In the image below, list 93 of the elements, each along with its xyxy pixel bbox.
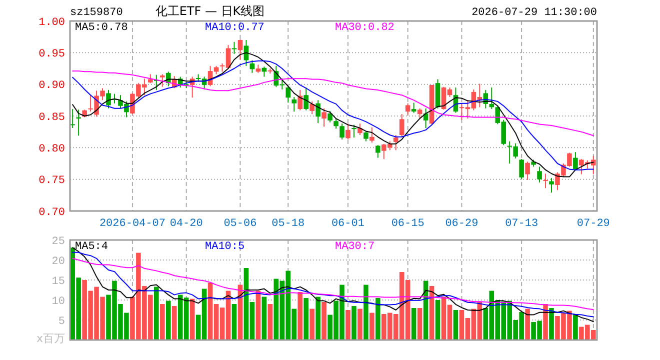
candlestick — [292, 96, 296, 112]
candlestick — [405, 102, 410, 116]
candlestick — [244, 40, 249, 66]
candlestick — [399, 114, 404, 138]
bar — [417, 308, 422, 340]
candlestick — [537, 166, 542, 183]
x-tick-label: 2026-04-07 — [99, 218, 166, 230]
bar — [310, 308, 314, 340]
bar — [190, 298, 195, 340]
text: MA5:0.78 — [75, 22, 128, 34]
candlestick — [106, 90, 111, 109]
y-tick-label: 25 — [52, 236, 65, 248]
bar — [352, 306, 356, 340]
x-tick-label: 06-29 — [445, 218, 478, 230]
x-tick-label: 06-15 — [391, 218, 424, 230]
candlestick — [298, 90, 302, 111]
bar — [160, 304, 165, 340]
x-tick-label: 06-01 — [331, 218, 365, 230]
bar — [304, 298, 308, 340]
text: MA10:5 — [205, 241, 245, 253]
bar — [358, 308, 362, 340]
bar — [262, 296, 267, 340]
x-tick-label: 05-06 — [224, 218, 257, 230]
candlestick — [340, 123, 344, 140]
bar — [573, 314, 578, 340]
y-tick-label: 0.90 — [38, 80, 65, 92]
candlestick — [322, 108, 326, 128]
bar — [268, 304, 273, 340]
candlestick — [411, 102, 416, 114]
series-label: MA5:4 — [75, 241, 108, 253]
text: MA30:0.82 — [335, 22, 394, 34]
candlestick — [316, 100, 320, 124]
bar — [364, 284, 368, 340]
bar — [166, 300, 171, 340]
y-tick-label: 0.70 — [38, 206, 65, 219]
candlestick — [286, 86, 290, 104]
bar — [411, 308, 416, 340]
text: 2026-07-29 11:30:00 — [472, 7, 597, 19]
candlestick — [232, 41, 237, 54]
line-series — [72, 70, 594, 136]
x-tick-label: 07-13 — [505, 218, 538, 230]
bar — [172, 306, 177, 340]
candlestick — [364, 131, 368, 142]
x-tick-label: 04-20 — [170, 218, 203, 230]
candlestick — [543, 173, 548, 189]
chart-title: 化工ETF — 日K线图 — [155, 4, 265, 18]
candlestick — [346, 123, 350, 140]
chart-subtitle: sz159870 — [70, 7, 123, 19]
text: MA30:7 — [335, 241, 375, 253]
y-tick-label: 20 — [52, 256, 65, 268]
candlestick — [334, 118, 338, 130]
bar — [453, 310, 458, 340]
candlestick — [525, 161, 530, 180]
y-tick-label: 0.85 — [38, 112, 65, 124]
bar — [525, 308, 530, 340]
candlestick — [573, 152, 578, 171]
y-tick-label: 1.00 — [38, 16, 65, 29]
bar — [298, 292, 302, 340]
candlestick — [376, 144, 380, 158]
y-tick-label: 15 — [52, 276, 65, 288]
y-tick-label: 0.80 — [38, 144, 65, 156]
bar — [376, 298, 380, 340]
candlestick — [160, 74, 165, 88]
y-tick-label: 0.75 — [38, 175, 65, 188]
y-tick-label: 5 — [58, 316, 65, 328]
candlestick — [549, 178, 554, 194]
candlestick — [352, 124, 356, 138]
candlestick — [370, 126, 374, 144]
candlestick — [250, 60, 255, 74]
y-axis-title: x百万 — [36, 332, 65, 345]
candlestick — [519, 158, 524, 180]
line-series — [72, 258, 594, 310]
candlestick — [489, 87, 494, 110]
bar — [435, 300, 440, 340]
bar — [543, 304, 548, 340]
candlestick — [417, 108, 422, 120]
bar — [346, 310, 350, 340]
candlestick — [304, 87, 308, 111]
bar — [232, 304, 237, 340]
y-tick-label: 10 — [52, 296, 65, 308]
candlestick — [393, 134, 398, 151]
bar — [316, 296, 320, 340]
x-tick-label: 07-29 — [576, 218, 610, 230]
candlestick — [238, 38, 243, 60]
bar — [322, 302, 326, 340]
y-tick-label: 0.95 — [38, 48, 65, 61]
bar — [370, 312, 374, 340]
x-tick-label: 05-18 — [272, 218, 305, 230]
candlestick — [310, 100, 314, 115]
bar — [549, 308, 554, 340]
candlestick — [328, 110, 332, 123]
bar — [154, 286, 159, 340]
text: MA10:0.77 — [205, 22, 264, 34]
